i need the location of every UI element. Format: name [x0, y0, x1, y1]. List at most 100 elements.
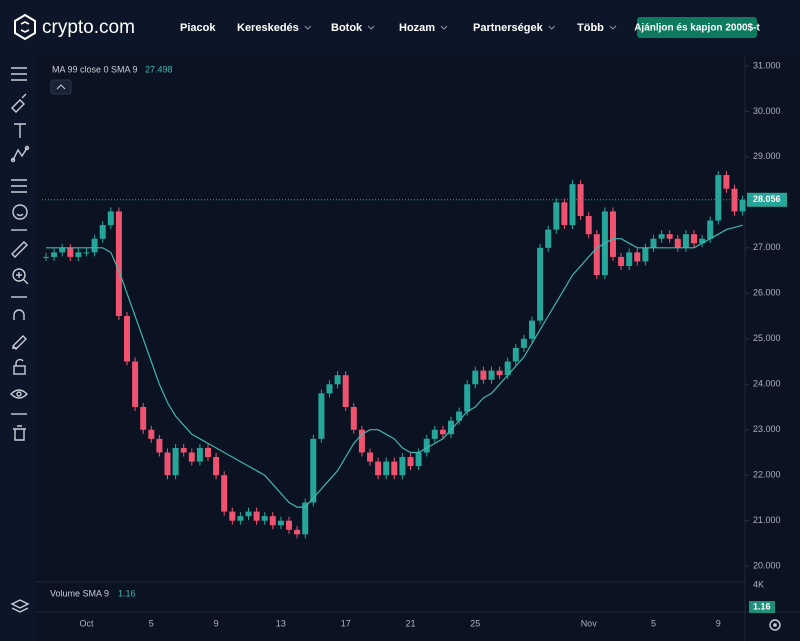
nav-item[interactable]: Több — [577, 22, 604, 34]
nav-item[interactable]: Kereskedés — [237, 22, 299, 34]
x-tick-label: 5 — [149, 618, 154, 628]
candle — [399, 457, 406, 476]
candle — [310, 438, 317, 503]
nav: Piacok Kereskedés Botok Hozam Partnerségek Tö… — [180, 22, 617, 34]
candle — [488, 370, 495, 380]
collapse-chevron — [56, 84, 66, 90]
candle — [666, 234, 673, 239]
candle — [196, 447, 203, 462]
y-tick-label: 24.000 — [753, 379, 781, 389]
candle — [237, 516, 244, 521]
candle — [618, 256, 625, 267]
candle — [253, 511, 260, 521]
x-tick-label: 21 — [405, 618, 415, 628]
collapse-button[interactable] — [50, 79, 72, 95]
x-tick-label: 5 — [651, 618, 656, 628]
nav-item[interactable]: Botok — [331, 22, 363, 34]
candle — [326, 384, 333, 394]
candle — [294, 529, 301, 535]
candle — [529, 320, 535, 339]
x-tick-label: 13 — [276, 618, 286, 628]
candle — [658, 234, 665, 239]
candle — [585, 215, 592, 235]
candle — [512, 347, 519, 362]
candle — [545, 229, 552, 248]
y-tick-label: 22.000 — [753, 470, 781, 480]
candle — [537, 247, 544, 321]
candle — [480, 370, 487, 380]
y-tick-label: 25.000 — [753, 333, 781, 343]
candle — [650, 238, 657, 248]
x-tick-label: Nov — [581, 618, 598, 628]
candle — [739, 199, 746, 212]
candle — [569, 184, 576, 226]
volume-value-box — [749, 601, 775, 613]
volume-axis-value: 1.16 — [753, 601, 771, 611]
nav-item[interactable]: Partnerségek — [473, 22, 544, 34]
logo-text[interactable]: crypto.com — [42, 17, 135, 38]
candle — [375, 461, 382, 476]
nav-item[interactable]: Piacok — [180, 22, 216, 34]
candle — [205, 447, 211, 458]
cta-text[interactable]: Ajánljon és kapjon 2000$-t — [634, 23, 760, 34]
toolbar-icons[interactable] — [10, 67, 30, 613]
candle — [164, 452, 171, 476]
volume-label: Volume SMA 9 — [50, 588, 109, 598]
candle — [107, 211, 114, 226]
y-tick-label: 26.000 — [753, 288, 781, 298]
nav-chevron — [609, 25, 617, 30]
candle — [51, 252, 58, 257]
settings-icon[interactable] — [769, 619, 781, 631]
candle — [439, 429, 446, 435]
candle — [245, 511, 252, 517]
candle — [674, 238, 681, 248]
candle — [124, 316, 130, 362]
ma-line — [46, 224, 743, 508]
candle — [707, 220, 714, 239]
nav-chevron — [304, 25, 312, 30]
y-tick-label: 31.000 — [753, 60, 781, 70]
candle — [682, 234, 689, 248]
logo-icon[interactable] — [14, 13, 36, 41]
candle — [286, 520, 292, 530]
x-tick-label: 9 — [214, 618, 219, 628]
candle — [448, 420, 454, 435]
candle — [334, 375, 341, 385]
indicator-value: 27.498 — [145, 64, 173, 74]
y-tick-label: 21.000 — [753, 515, 781, 525]
candle — [75, 252, 82, 257]
candle — [520, 338, 527, 348]
indicator-label: MA 99 close 0 SMA 9 — [52, 64, 138, 74]
candle — [277, 520, 284, 526]
nav-chevron — [548, 25, 556, 30]
nav-chevron — [367, 25, 375, 30]
cta-button[interactable] — [637, 17, 757, 38]
candle — [626, 252, 633, 267]
candle — [156, 438, 163, 453]
candle — [115, 211, 122, 317]
candle — [148, 429, 155, 439]
candle — [229, 511, 236, 521]
y-tick-label: 30.000 — [753, 106, 781, 116]
candle — [464, 384, 471, 412]
x-tick-label: 25 — [470, 618, 480, 628]
candle — [391, 461, 398, 476]
candle — [99, 225, 106, 239]
nav-item[interactable]: Hozam — [399, 22, 435, 34]
candle — [132, 361, 139, 408]
candle — [188, 452, 195, 462]
volume-value: 1.16 — [118, 588, 136, 598]
candle — [91, 238, 98, 253]
candle — [504, 361, 511, 376]
candle — [221, 475, 228, 512]
candle — [261, 516, 268, 521]
candle — [213, 457, 220, 476]
candle — [367, 452, 373, 462]
candle — [699, 238, 706, 244]
candle — [472, 370, 479, 385]
candle — [642, 247, 649, 262]
candle — [342, 375, 349, 408]
candle — [43, 256, 49, 258]
